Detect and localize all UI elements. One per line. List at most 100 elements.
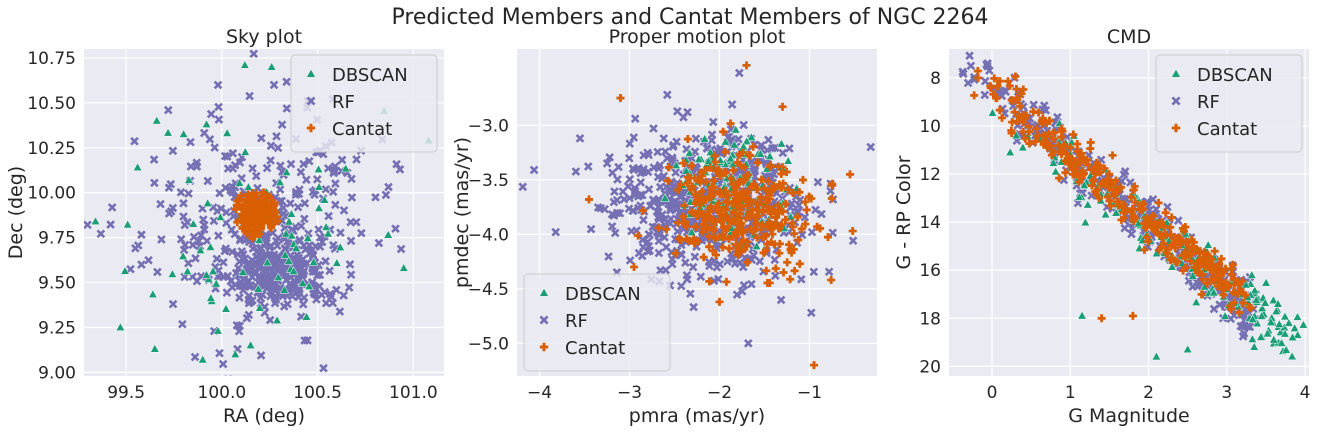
x-axis-label: RA (deg) (223, 405, 305, 427)
x-marker (268, 283, 278, 293)
triangle-marker (1011, 130, 1021, 140)
x-marker (291, 190, 301, 199)
plus-marker (782, 167, 791, 176)
plus-marker (1096, 168, 1104, 177)
x-marker (215, 348, 224, 358)
x-marker (575, 134, 585, 143)
plus-marker (235, 197, 244, 206)
x-marker (279, 268, 289, 278)
plus-marker (846, 170, 854, 179)
plus-marker (1154, 246, 1163, 255)
x-marker (306, 247, 316, 257)
triangle-marker (314, 182, 324, 191)
plus-marker (232, 205, 241, 214)
plus-marker (1017, 89, 1026, 98)
triangle-marker (253, 283, 264, 293)
x-marker (374, 238, 384, 248)
x-marker (681, 258, 690, 268)
plus-marker (1163, 249, 1172, 258)
x-marker (248, 296, 257, 305)
plus-marker (699, 224, 708, 233)
plus-marker (790, 229, 799, 238)
triangle-marker (1252, 318, 1262, 328)
triangle-marker (297, 278, 308, 287)
y-tick-label: −3.5 (468, 171, 509, 191)
x-marker (605, 152, 614, 162)
x-marker (282, 77, 291, 87)
plus-marker (1049, 134, 1058, 143)
plus-marker (1241, 291, 1250, 300)
x-marker (188, 240, 198, 250)
x-marker (302, 175, 311, 185)
x-tick-label: 100.0 (198, 383, 247, 403)
triangle-marker (1276, 338, 1287, 347)
triangle-marker (725, 153, 736, 163)
x-marker (266, 156, 275, 165)
x-marker (306, 96, 316, 106)
plus-marker (784, 185, 793, 194)
plus-marker (709, 176, 718, 185)
plus-marker (710, 151, 719, 160)
plus-marker (262, 209, 271, 218)
plus-marker (1086, 138, 1095, 147)
plus-marker (266, 221, 275, 230)
x-marker (654, 248, 664, 258)
plus-marker (1184, 242, 1193, 251)
plus-marker (1246, 303, 1255, 312)
triangle-marker (785, 211, 796, 221)
plus-marker (717, 217, 726, 226)
legend: DBSCAN RF Cantat (523, 273, 671, 372)
plus-marker (827, 179, 836, 188)
x-marker (302, 259, 312, 268)
plus-marker (683, 179, 692, 188)
plus-marker (794, 235, 803, 244)
x-marker (709, 276, 719, 286)
triangle-marker (1077, 310, 1087, 320)
x-marker (245, 91, 254, 101)
x-marker (644, 184, 654, 194)
x-marker (785, 144, 794, 153)
plus-marker (793, 213, 802, 222)
plus-marker (734, 245, 743, 254)
x-marker (209, 216, 219, 226)
x-marker (317, 290, 327, 300)
x-marker (179, 199, 188, 208)
x-marker (262, 163, 272, 173)
plus-marker (1014, 112, 1023, 121)
x-marker (1209, 304, 1219, 314)
triangle-marker (286, 230, 297, 240)
series-cantat-points (232, 188, 282, 243)
x-marker (688, 262, 698, 272)
x-marker (787, 199, 797, 208)
plus-marker (1019, 110, 1028, 119)
plus-marker (738, 148, 747, 157)
plus-marker (697, 187, 706, 196)
x-marker (180, 240, 190, 250)
triangle-marker (206, 293, 216, 302)
plus-marker (1213, 281, 1222, 290)
triangle-marker (1079, 180, 1089, 189)
x-marker (1120, 223, 1130, 233)
plus-marker (1203, 279, 1212, 288)
plus-marker (1097, 179, 1106, 188)
x-marker (645, 230, 654, 240)
x-marker (126, 264, 135, 274)
x-tick-label: 2 (1143, 383, 1154, 403)
triangle-marker (182, 266, 193, 276)
x-marker (395, 165, 405, 174)
triangle-marker (755, 148, 766, 158)
x-marker (298, 299, 308, 309)
x-marker (602, 159, 612, 168)
triangle-marker (314, 203, 324, 212)
plus-marker (702, 177, 711, 186)
plus-marker (768, 230, 777, 239)
plus-marker (767, 205, 776, 214)
plus-marker (1128, 311, 1137, 320)
x-marker (309, 288, 319, 297)
x-marker (218, 359, 228, 369)
x-marker (205, 134, 215, 144)
triangle-marker (1273, 298, 1283, 308)
plus-marker (1206, 265, 1215, 274)
triangle-marker (1266, 317, 1276, 326)
